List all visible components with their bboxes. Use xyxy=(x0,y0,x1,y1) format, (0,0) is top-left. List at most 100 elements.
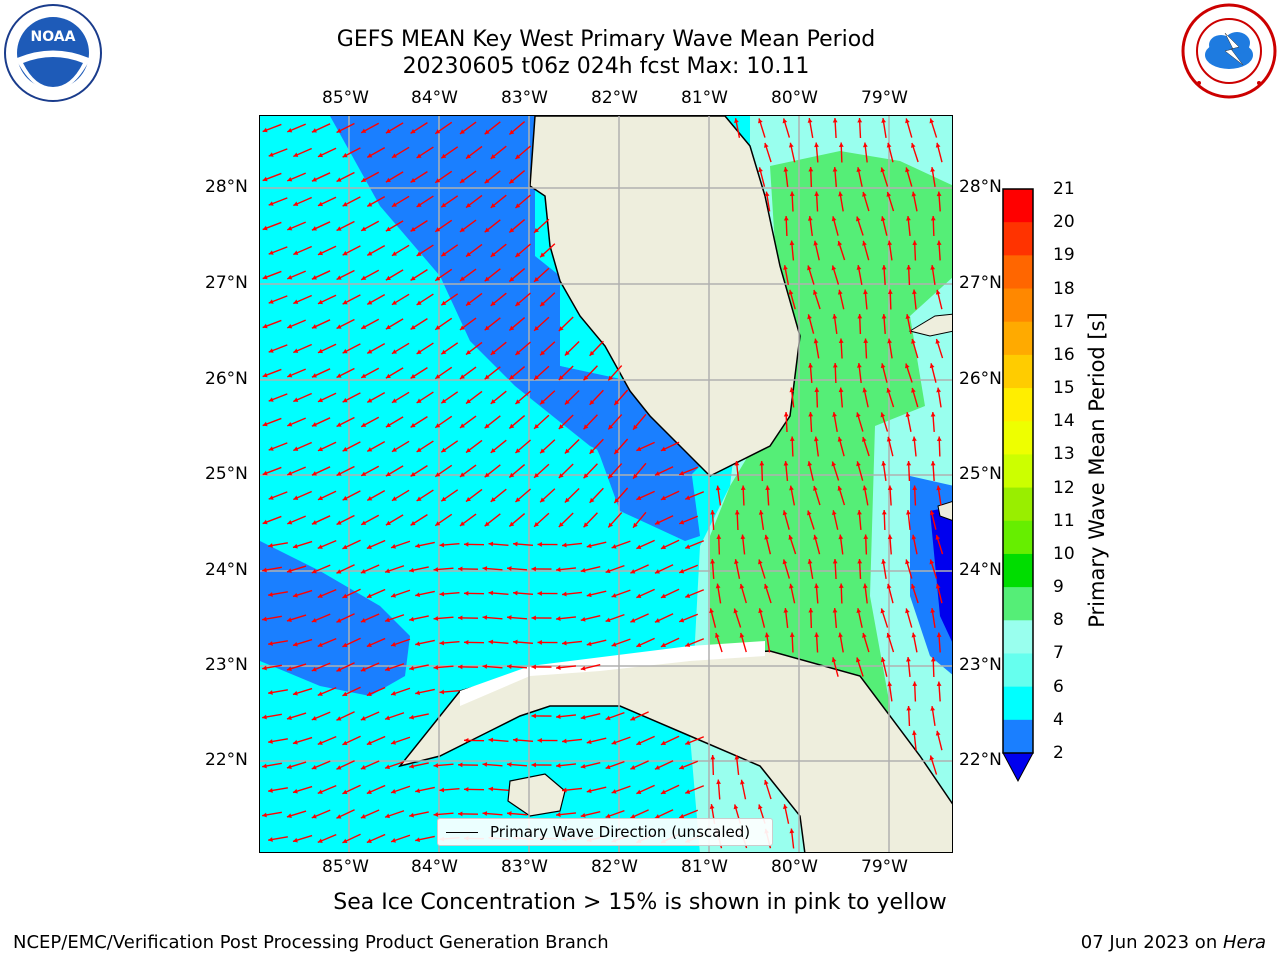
wave-arrow-head xyxy=(837,436,843,442)
wave-arrow-head xyxy=(654,618,660,623)
wave-arrow-head xyxy=(361,177,367,182)
lat-label: 25°N xyxy=(959,464,1002,484)
wave-arrow-head xyxy=(433,665,439,670)
wave-arrow-head xyxy=(416,447,422,452)
wave-arrow-head xyxy=(435,178,441,183)
wave-arrow-head xyxy=(930,412,936,417)
wave-arrow-head xyxy=(807,461,813,467)
wave-arrow-head xyxy=(861,436,867,442)
wave-arrow-head xyxy=(360,667,366,672)
colorbar-cell xyxy=(1003,255,1033,290)
wave-arrow-head xyxy=(410,373,416,379)
wave-arrow-head xyxy=(391,691,396,696)
wave-arrow-head xyxy=(558,473,564,478)
nws-logo xyxy=(1181,3,1277,103)
wave-arrow-head xyxy=(906,657,911,662)
lon-label: 80°W xyxy=(771,857,818,877)
wave-arrow-head xyxy=(410,128,416,134)
wave-arrow-head xyxy=(367,300,373,305)
wave-arrow-head xyxy=(342,740,348,746)
wave-arrow-head xyxy=(881,118,886,123)
legend-line-swatch xyxy=(446,831,478,833)
wave-arrow-head xyxy=(534,227,539,233)
wave-arrow-head xyxy=(293,348,299,353)
map-panel[interactable] xyxy=(259,115,953,853)
wave-arrow-head xyxy=(611,544,617,549)
colorbar-cell xyxy=(1003,620,1033,654)
wave-arrow-head xyxy=(887,240,893,246)
wave-arrow-head xyxy=(366,838,372,843)
wave-arrow-head xyxy=(287,176,293,182)
wave-arrow-head xyxy=(856,461,861,467)
wave-arrow-head xyxy=(311,617,317,623)
wave-arrow-head xyxy=(336,520,342,525)
wave-arrow-head xyxy=(630,618,636,623)
wave-arrow-head xyxy=(580,763,586,769)
wave-arrow-head xyxy=(630,814,636,819)
wave-arrow-head xyxy=(391,496,397,501)
wave-arrow-head xyxy=(262,519,268,525)
wave-arrow-head xyxy=(537,542,542,547)
wave-arrow-head xyxy=(814,191,820,197)
wave-arrow-head xyxy=(490,203,496,208)
wave-arrow-head xyxy=(293,397,299,402)
wave-arrow-head xyxy=(534,472,539,478)
wave-arrow-head xyxy=(342,397,348,403)
wave-arrow-head xyxy=(361,226,367,231)
wave-arrow-head xyxy=(311,177,317,182)
wave-arrow-head xyxy=(409,714,415,720)
wave-arrow-head xyxy=(385,568,390,574)
wave-arrow-head xyxy=(458,762,463,768)
wave-arrow-head xyxy=(583,473,589,479)
wave-arrow-head xyxy=(881,510,887,515)
wave-arrow-head xyxy=(490,301,496,306)
wave-arrow-head xyxy=(268,446,274,451)
colorbar-cell xyxy=(1003,653,1033,688)
wave-arrow-head xyxy=(391,544,396,549)
land-bahamas xyxy=(908,313,952,337)
wave-arrow-head xyxy=(930,461,936,466)
wave-arrow-head xyxy=(410,324,416,330)
wave-arrow-head xyxy=(831,461,837,467)
colorbar-cell xyxy=(1003,288,1033,323)
wave-arrow-head xyxy=(935,289,941,295)
lon-label: 85°W xyxy=(322,88,369,108)
wave-arrow-head xyxy=(911,338,916,344)
wave-arrow-head xyxy=(482,615,488,620)
wave-arrow-head xyxy=(910,142,916,148)
wave-arrow-head xyxy=(385,520,391,526)
wave-arrow-head xyxy=(311,520,317,525)
wave-arrow-head xyxy=(515,448,521,454)
wave-arrow-head xyxy=(509,374,515,380)
wave-arrow-head xyxy=(556,812,561,817)
colorbar-cell xyxy=(1003,587,1033,621)
wave-arrow-head xyxy=(562,542,567,548)
wave-arrow-head xyxy=(268,348,274,353)
wave-arrow-head xyxy=(814,632,820,638)
wave-arrow-head xyxy=(385,226,391,232)
wave-arrow-head xyxy=(317,348,323,354)
wave-arrow-head xyxy=(531,566,536,572)
colorbar-cell xyxy=(1003,454,1033,489)
wave-arrow-head xyxy=(441,447,447,453)
colorbar-tick-label: 21 xyxy=(1053,179,1075,199)
lat-label: 28°N xyxy=(205,177,248,197)
wave-arrow-head xyxy=(540,399,546,405)
wave-arrow-head xyxy=(633,424,638,430)
wave-arrow-head xyxy=(439,591,445,597)
wave-arrow-head xyxy=(268,397,274,402)
legend-label: Primary Wave Direction (unscaled) xyxy=(490,823,751,841)
lon-label: 81°W xyxy=(681,88,728,108)
wave-arrow-head xyxy=(366,740,372,745)
wave-arrow-head xyxy=(685,642,691,647)
wave-arrow-head xyxy=(912,485,918,490)
wave-arrow-head xyxy=(416,496,422,501)
wave-arrow-head xyxy=(862,142,868,148)
wave-arrow-head xyxy=(439,689,445,695)
wave-arrow-head xyxy=(905,167,910,173)
lat-label: 28°N xyxy=(959,177,1002,197)
wave-arrow-head xyxy=(416,300,422,305)
lat-label: 27°N xyxy=(959,273,1002,293)
wave-arrow-head xyxy=(608,473,614,479)
wave-arrow-head xyxy=(863,534,869,539)
